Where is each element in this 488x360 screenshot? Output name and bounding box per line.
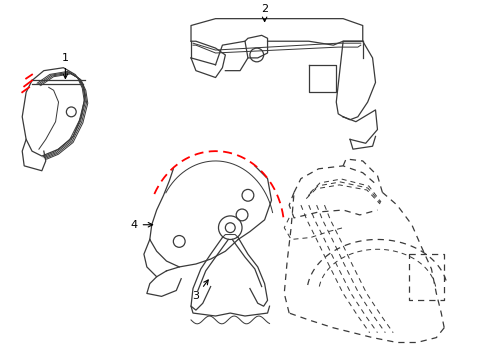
Text: 4: 4 <box>130 220 152 230</box>
Text: 3: 3 <box>192 280 208 301</box>
Text: 1: 1 <box>62 53 69 78</box>
Text: 2: 2 <box>261 4 267 22</box>
